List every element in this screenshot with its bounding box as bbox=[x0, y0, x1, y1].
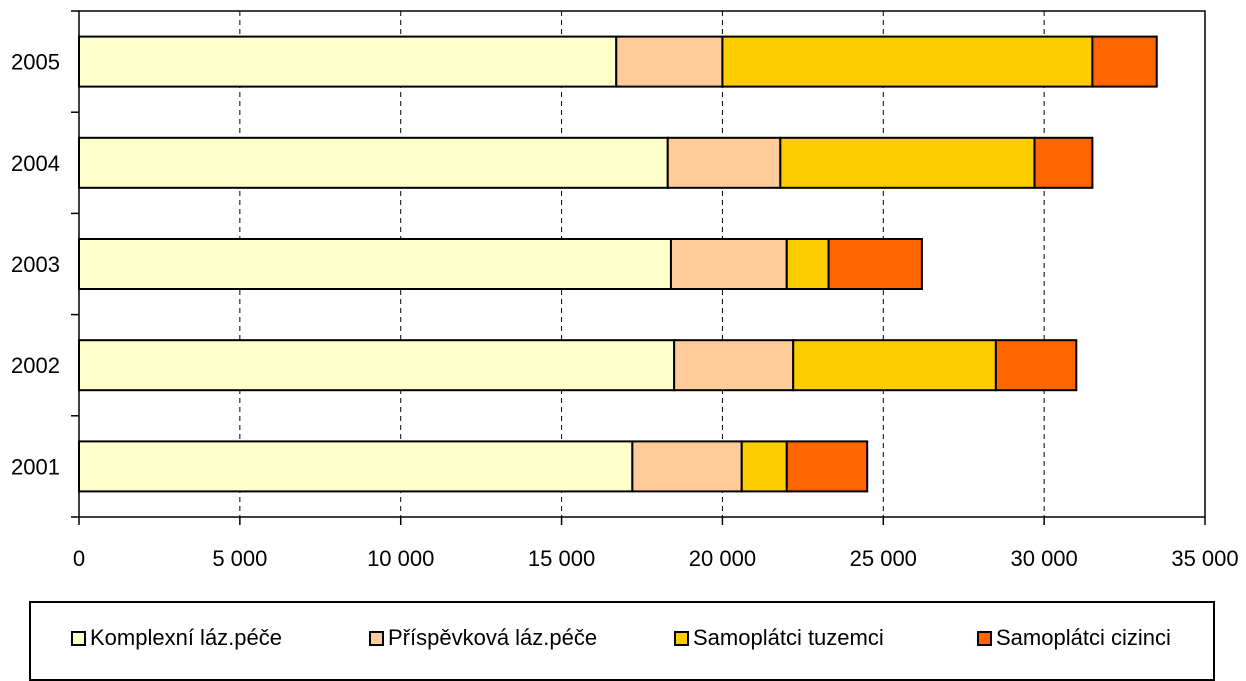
bar-2003-series-2 bbox=[785, 238, 830, 290]
bar-2002-series-3 bbox=[994, 339, 1078, 392]
bar-2001-series-3 bbox=[785, 440, 869, 493]
y-tick-label: 2001 bbox=[11, 454, 60, 479]
legend-swatch bbox=[674, 630, 689, 646]
bar-2004-series-1 bbox=[666, 136, 782, 189]
tick-labels: 2001 2002 2003 2004 2005 0 5 000 10 000 15 000 20… bbox=[11, 50, 1239, 571]
x-tick-label: 0 bbox=[73, 546, 85, 571]
bar-2004-series-3 bbox=[1033, 136, 1094, 189]
bar-2005-series-1 bbox=[615, 35, 724, 88]
bar-2001-series-2 bbox=[740, 440, 788, 493]
x-tick-label: 25 000 bbox=[850, 546, 917, 571]
legend-swatch bbox=[71, 630, 86, 646]
bar-2001-series-1 bbox=[631, 440, 743, 493]
bar-2002-series-0 bbox=[78, 339, 676, 392]
bar-2002-series-1 bbox=[673, 339, 795, 392]
legend-item-komplexni: Komplexní láz.péče bbox=[71, 625, 282, 651]
x-tick-label: 20 000 bbox=[689, 546, 756, 571]
x-tick-label: 15 000 bbox=[528, 546, 595, 571]
y-tick-label: 2002 bbox=[11, 353, 60, 378]
y-tick-label: 2004 bbox=[11, 151, 60, 176]
bar-2004-series-0 bbox=[78, 136, 669, 189]
bar-2003-series-1 bbox=[669, 238, 788, 290]
bar-2005-series-0 bbox=[78, 35, 618, 88]
bar-2003-series-3 bbox=[827, 238, 923, 290]
legend-label: Příspěvková láz.péče bbox=[388, 625, 598, 650]
legend-label: Samoplátci tuzemci bbox=[693, 625, 884, 650]
bar-2005-series-2 bbox=[721, 35, 1094, 88]
y-tick-label: 2003 bbox=[11, 252, 60, 277]
legend-item-samoplatci-cizinci: Samoplátci cizinci bbox=[977, 625, 1171, 651]
x-tick-label: 30 000 bbox=[1010, 546, 1077, 571]
legend-item-samoplatci-tuzemci: Samoplátci tuzemci bbox=[674, 625, 884, 651]
legend-swatch bbox=[977, 630, 992, 646]
bars bbox=[78, 35, 1158, 493]
bar-2003-series-0 bbox=[78, 238, 672, 290]
legend: Komplexní láz.péče Příspěvková láz.péče … bbox=[29, 601, 1215, 681]
y-tick-label: 2005 bbox=[11, 50, 60, 75]
legend-label: Samoplátci cizinci bbox=[996, 625, 1171, 650]
bar-2001-series-0 bbox=[78, 440, 634, 493]
bar-2005-series-3 bbox=[1091, 35, 1158, 88]
chart: 2001 2002 2003 2004 2005 0 5 000 10 000 15 000 20… bbox=[11, 10, 1239, 571]
bar-2004-series-2 bbox=[779, 136, 1036, 189]
legend-label: Komplexní láz.péče bbox=[90, 625, 282, 650]
legend-item-prispevkova: Příspěvková láz.péče bbox=[369, 625, 597, 651]
bar-2002-series-2 bbox=[792, 339, 997, 392]
x-tick-label: 10 000 bbox=[367, 546, 434, 571]
legend-swatch bbox=[369, 630, 384, 646]
x-tick-label: 5 000 bbox=[212, 546, 267, 571]
axes bbox=[71, 10, 1206, 525]
plot-border bbox=[78, 10, 1206, 518]
x-tick-label: 35 000 bbox=[1171, 546, 1238, 571]
